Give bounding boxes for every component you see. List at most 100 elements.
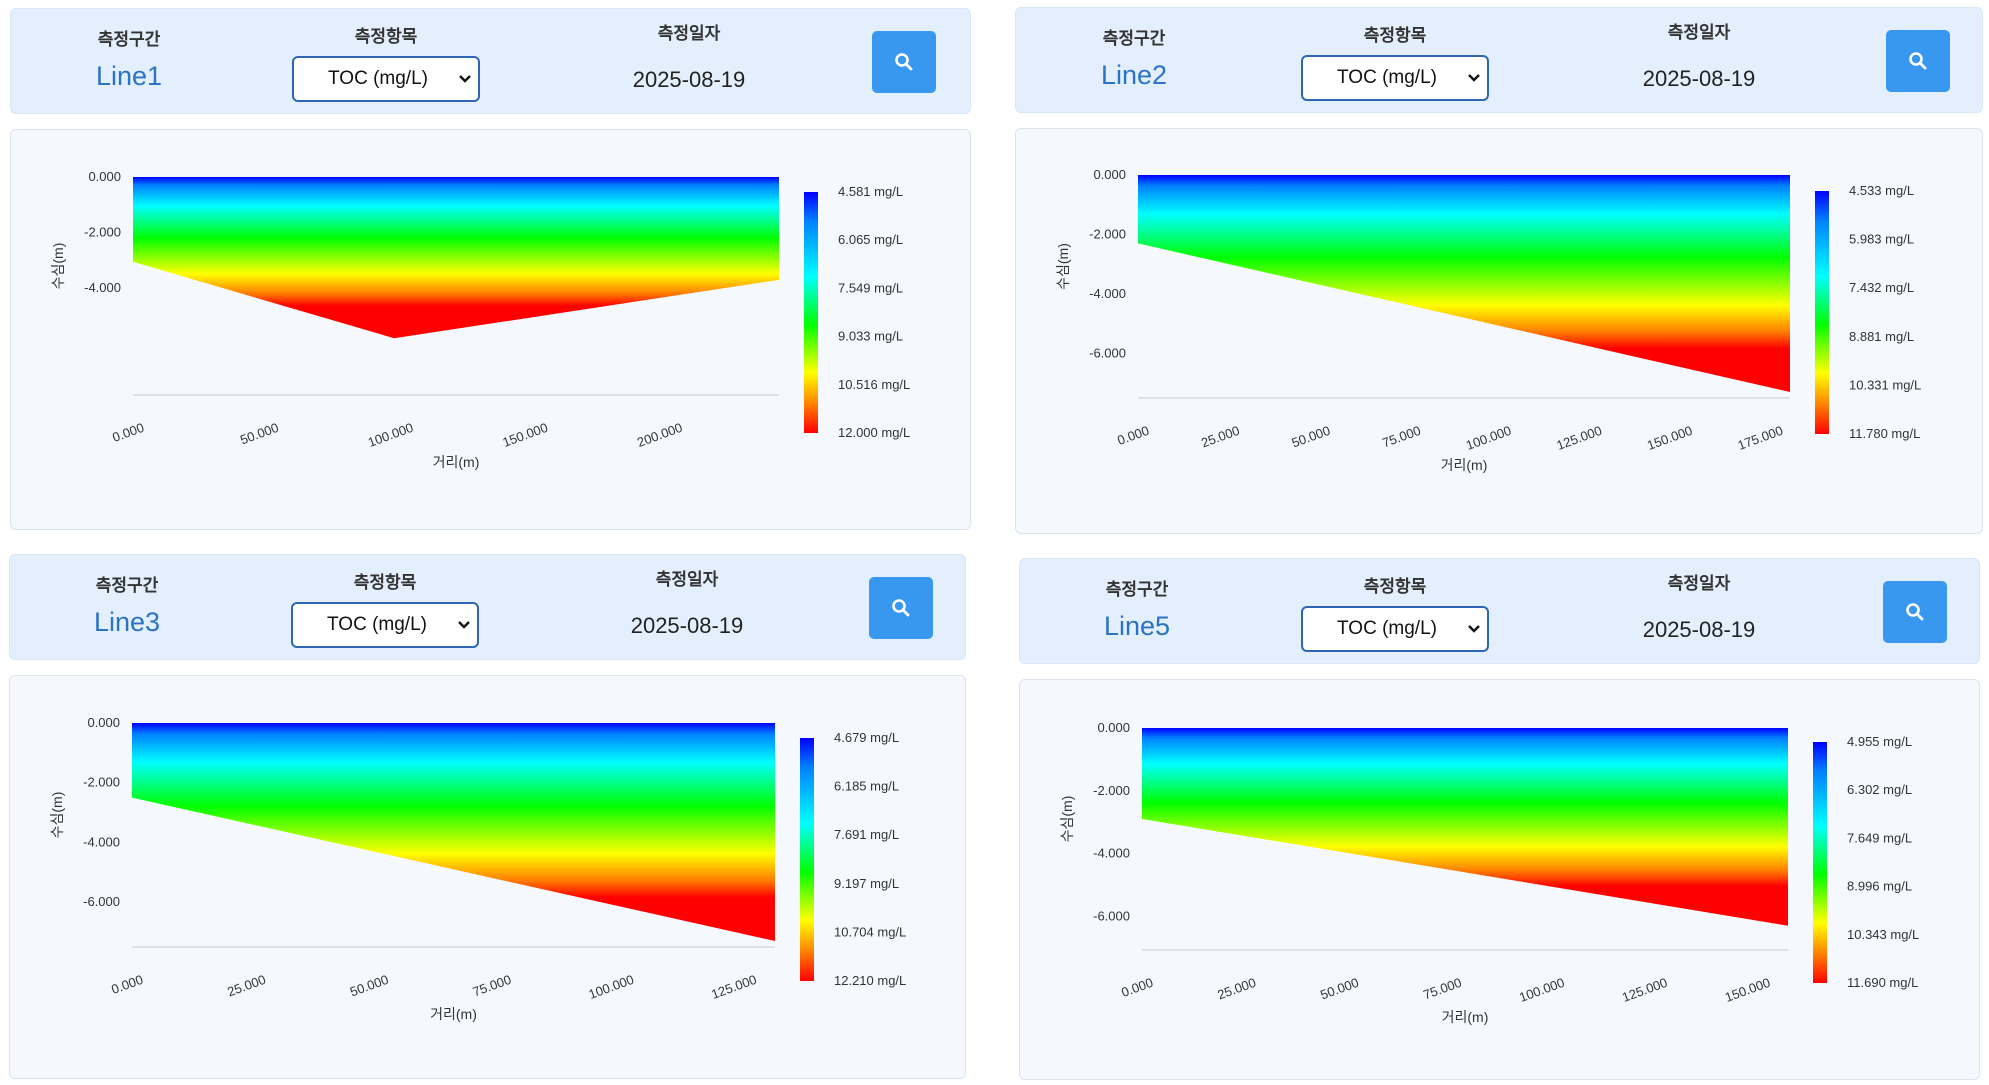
legend-label: 9.033 mg/L	[838, 329, 903, 344]
search-icon	[1909, 52, 1927, 70]
legend-label: 10.516 mg/L	[838, 377, 910, 392]
x-tick-label: 25.000	[1215, 975, 1257, 1003]
section-value: Line5	[1103, 611, 1171, 641]
y-tick-label: -2.000	[1093, 783, 1130, 798]
legend-label: 4.533 mg/L	[1849, 183, 1914, 198]
y-tick-label: -4.000	[1089, 286, 1126, 301]
legend-label: 10.343 mg/L	[1847, 927, 1919, 942]
toc-heatmap-area	[1138, 175, 1790, 393]
filter-header: 측정구간 Line2 측정항목 TOC (mg/L) 측정일자 2025-08-…	[1015, 7, 1983, 113]
legend-colorbar	[1815, 191, 1829, 434]
search-button[interactable]	[872, 31, 936, 93]
x-tick-label: 50.000	[348, 972, 390, 1000]
legend-label: 6.065 mg/L	[838, 232, 903, 247]
item-select[interactable]: TOC (mg/L)	[291, 602, 479, 648]
chart-card: 0.000 -2.000 -4.000 -6.000 수심(m) 0.000 25.000 5…	[1019, 679, 1980, 1080]
y-tick-label: -2.000	[1089, 226, 1126, 241]
x-tick-label: 0.000	[1115, 423, 1151, 448]
search-icon	[892, 599, 910, 617]
y-tick-label: 0.000	[88, 169, 121, 184]
filter-header: 측정구간 Line3 측정항목 TOC (mg/L) 측정일자 2025-08-…	[9, 554, 966, 660]
x-tick-label: 100.000	[366, 420, 415, 450]
x-tick-label: 150.000	[1723, 975, 1772, 1005]
panel-line2: 측정구간 Line2 측정항목 TOC (mg/L) 측정일자 2025-08-…	[1015, 7, 1983, 534]
legend-label: 7.549 mg/L	[838, 280, 903, 295]
section-label: 측정구간	[97, 30, 161, 49]
x-tick-label: 25.000	[225, 972, 267, 1000]
x-tick-label: 75.000	[471, 972, 513, 1000]
chart-card: 0.000 -2.000 -4.000 -6.000 수심(m) 0.000 25.000 5…	[9, 675, 966, 1079]
legend-label: 4.955 mg/L	[1847, 734, 1912, 749]
item-select-value: TOC (mg/L)	[328, 68, 428, 89]
date-value[interactable]: 2025-08-19	[630, 613, 744, 638]
x-tick-label: 100.000	[1517, 975, 1566, 1005]
y-tick-label: 0.000	[1093, 167, 1126, 182]
date-value[interactable]: 2025-08-19	[632, 67, 746, 92]
x-tick-label: 125.000	[1620, 975, 1669, 1005]
x-tick-label: 125.000	[709, 972, 758, 1002]
legend-label: 12.210 mg/L	[834, 973, 906, 988]
toc-heatmap-area	[133, 177, 779, 339]
y-axis-label: 수심(m)	[49, 792, 65, 839]
chevron-down-icon	[1461, 621, 1487, 637]
date-value[interactable]: 2025-08-19	[1642, 617, 1756, 642]
legend-colorbar	[804, 192, 818, 433]
toc-section-chart: 0.000 -2.000 -4.000 -6.000 수심(m) 0.000 25.000 5…	[1055, 167, 1921, 473]
chevron-down-icon	[452, 71, 478, 87]
x-tick-label: 50.000	[1290, 423, 1332, 451]
x-tick-label: 25.000	[1199, 423, 1241, 451]
item-select-value: TOC (mg/L)	[327, 614, 427, 635]
x-tick-label: 0.000	[1119, 975, 1155, 1000]
filter-header: 측정구간 Line1 측정항목 TOC (mg/L) 측정일자 2025-08-…	[10, 8, 971, 114]
date-label: 측정일자	[1667, 574, 1731, 593]
y-tick-label: -6.000	[83, 894, 120, 909]
section-label: 측정구간	[95, 576, 159, 595]
y-axis-label: 수심(m)	[1055, 243, 1071, 290]
legend-label: 7.691 mg/L	[834, 827, 899, 842]
search-icon	[1906, 603, 1924, 621]
item-select[interactable]: TOC (mg/L)	[1301, 55, 1489, 101]
item-label: 측정항목	[353, 573, 417, 592]
item-label: 측정항목	[354, 27, 418, 46]
search-button[interactable]	[869, 577, 933, 639]
x-axis-label: 거리(m)	[433, 454, 480, 470]
x-axis-label: 거리(m)	[430, 1006, 477, 1022]
x-tick-label: 125.000	[1555, 423, 1604, 453]
item-select[interactable]: TOC (mg/L)	[1301, 606, 1489, 652]
x-axis-label: 거리(m)	[1442, 1009, 1489, 1025]
search-button[interactable]	[1883, 581, 1947, 643]
x-tick-label: 75.000	[1380, 423, 1422, 451]
legend-label: 7.432 mg/L	[1849, 280, 1914, 295]
legend-label: 5.983 mg/L	[1849, 232, 1914, 247]
date-label: 측정일자	[1667, 23, 1731, 42]
y-tick-label: -2.000	[83, 775, 120, 790]
toc-section-chart: 0.000 -2.000 -4.000 -6.000 수심(m) 0.000 25.000 5…	[1059, 720, 1919, 1025]
x-tick-label: 0.000	[109, 972, 145, 997]
y-tick-label: 0.000	[87, 715, 120, 730]
toc-heatmap-area	[132, 723, 775, 942]
section-label: 측정구간	[1105, 580, 1169, 599]
legend-colorbar	[1813, 742, 1827, 983]
section-label: 측정구간	[1102, 29, 1166, 48]
date-value[interactable]: 2025-08-19	[1642, 66, 1756, 91]
x-tick-label: 100.000	[1464, 423, 1513, 453]
legend-label: 10.331 mg/L	[1849, 377, 1921, 392]
chevron-down-icon	[451, 617, 477, 633]
section-value: Line3	[93, 607, 161, 637]
toc-heatmap-area	[1142, 728, 1788, 926]
x-tick-label: 150.000	[1645, 423, 1694, 453]
toc-section-chart: 0.000 -2.000 -4.000 -6.000 수심(m) 0.000 25.000 5…	[49, 715, 906, 1022]
item-select-value: TOC (mg/L)	[1337, 618, 1437, 639]
x-tick-label: 0.000	[110, 420, 146, 445]
y-tick-label: -4.000	[1093, 846, 1130, 861]
y-tick-label: 0.000	[1097, 720, 1130, 735]
legend-label: 8.996 mg/L	[1847, 879, 1912, 894]
item-select[interactable]: TOC (mg/L)	[292, 56, 480, 102]
legend-label: 11.780 mg/L	[1849, 426, 1920, 441]
x-tick-label: 100.000	[587, 972, 636, 1002]
legend-label: 8.881 mg/L	[1849, 329, 1914, 344]
x-tick-label: 50.000	[1318, 975, 1360, 1003]
search-button[interactable]	[1886, 30, 1950, 92]
legend-label: 4.581 mg/L	[838, 184, 903, 199]
x-tick-label: 150.000	[500, 420, 549, 450]
